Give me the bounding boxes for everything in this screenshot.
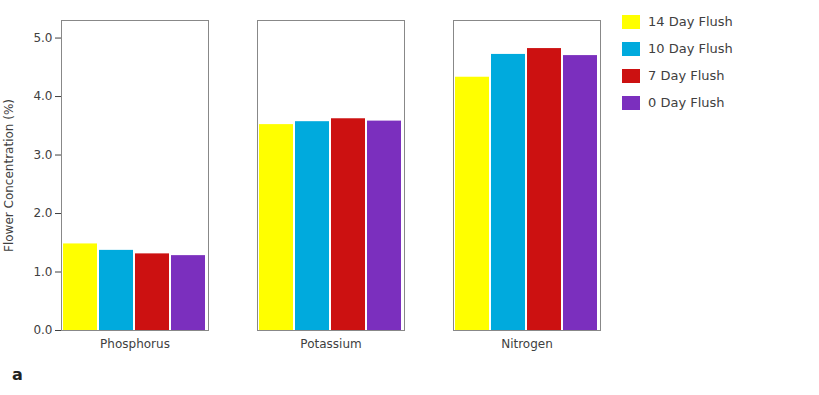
html-text:0 Day Flush: 0 Day Flush (648, 95, 725, 110)
html-text:a: a (12, 365, 23, 384)
svg-text:Potassium: Potassium (300, 337, 361, 351)
svg-text:0.0: 0.0 (33, 323, 52, 337)
svg-text:Flower Concentration (%): Flower Concentration (%) (2, 99, 16, 252)
html-text:10 Day Flush: 10 Day Flush (648, 41, 733, 56)
html-text:14 Day Flush: 14 Day Flush (648, 14, 733, 29)
svg-text:5.0: 5.0 (33, 31, 52, 45)
svg-text:3.0: 3.0 (33, 148, 52, 162)
svg-text:4.0: 4.0 (33, 89, 52, 103)
svg-text:Phosphorus: Phosphorus (100, 337, 170, 351)
svg-text:1.0: 1.0 (33, 265, 52, 279)
svg-text:2.0: 2.0 (33, 206, 52, 220)
svg-text:Nitrogen: Nitrogen (501, 337, 553, 351)
html-text:7 Day Flush: 7 Day Flush (648, 68, 725, 83)
